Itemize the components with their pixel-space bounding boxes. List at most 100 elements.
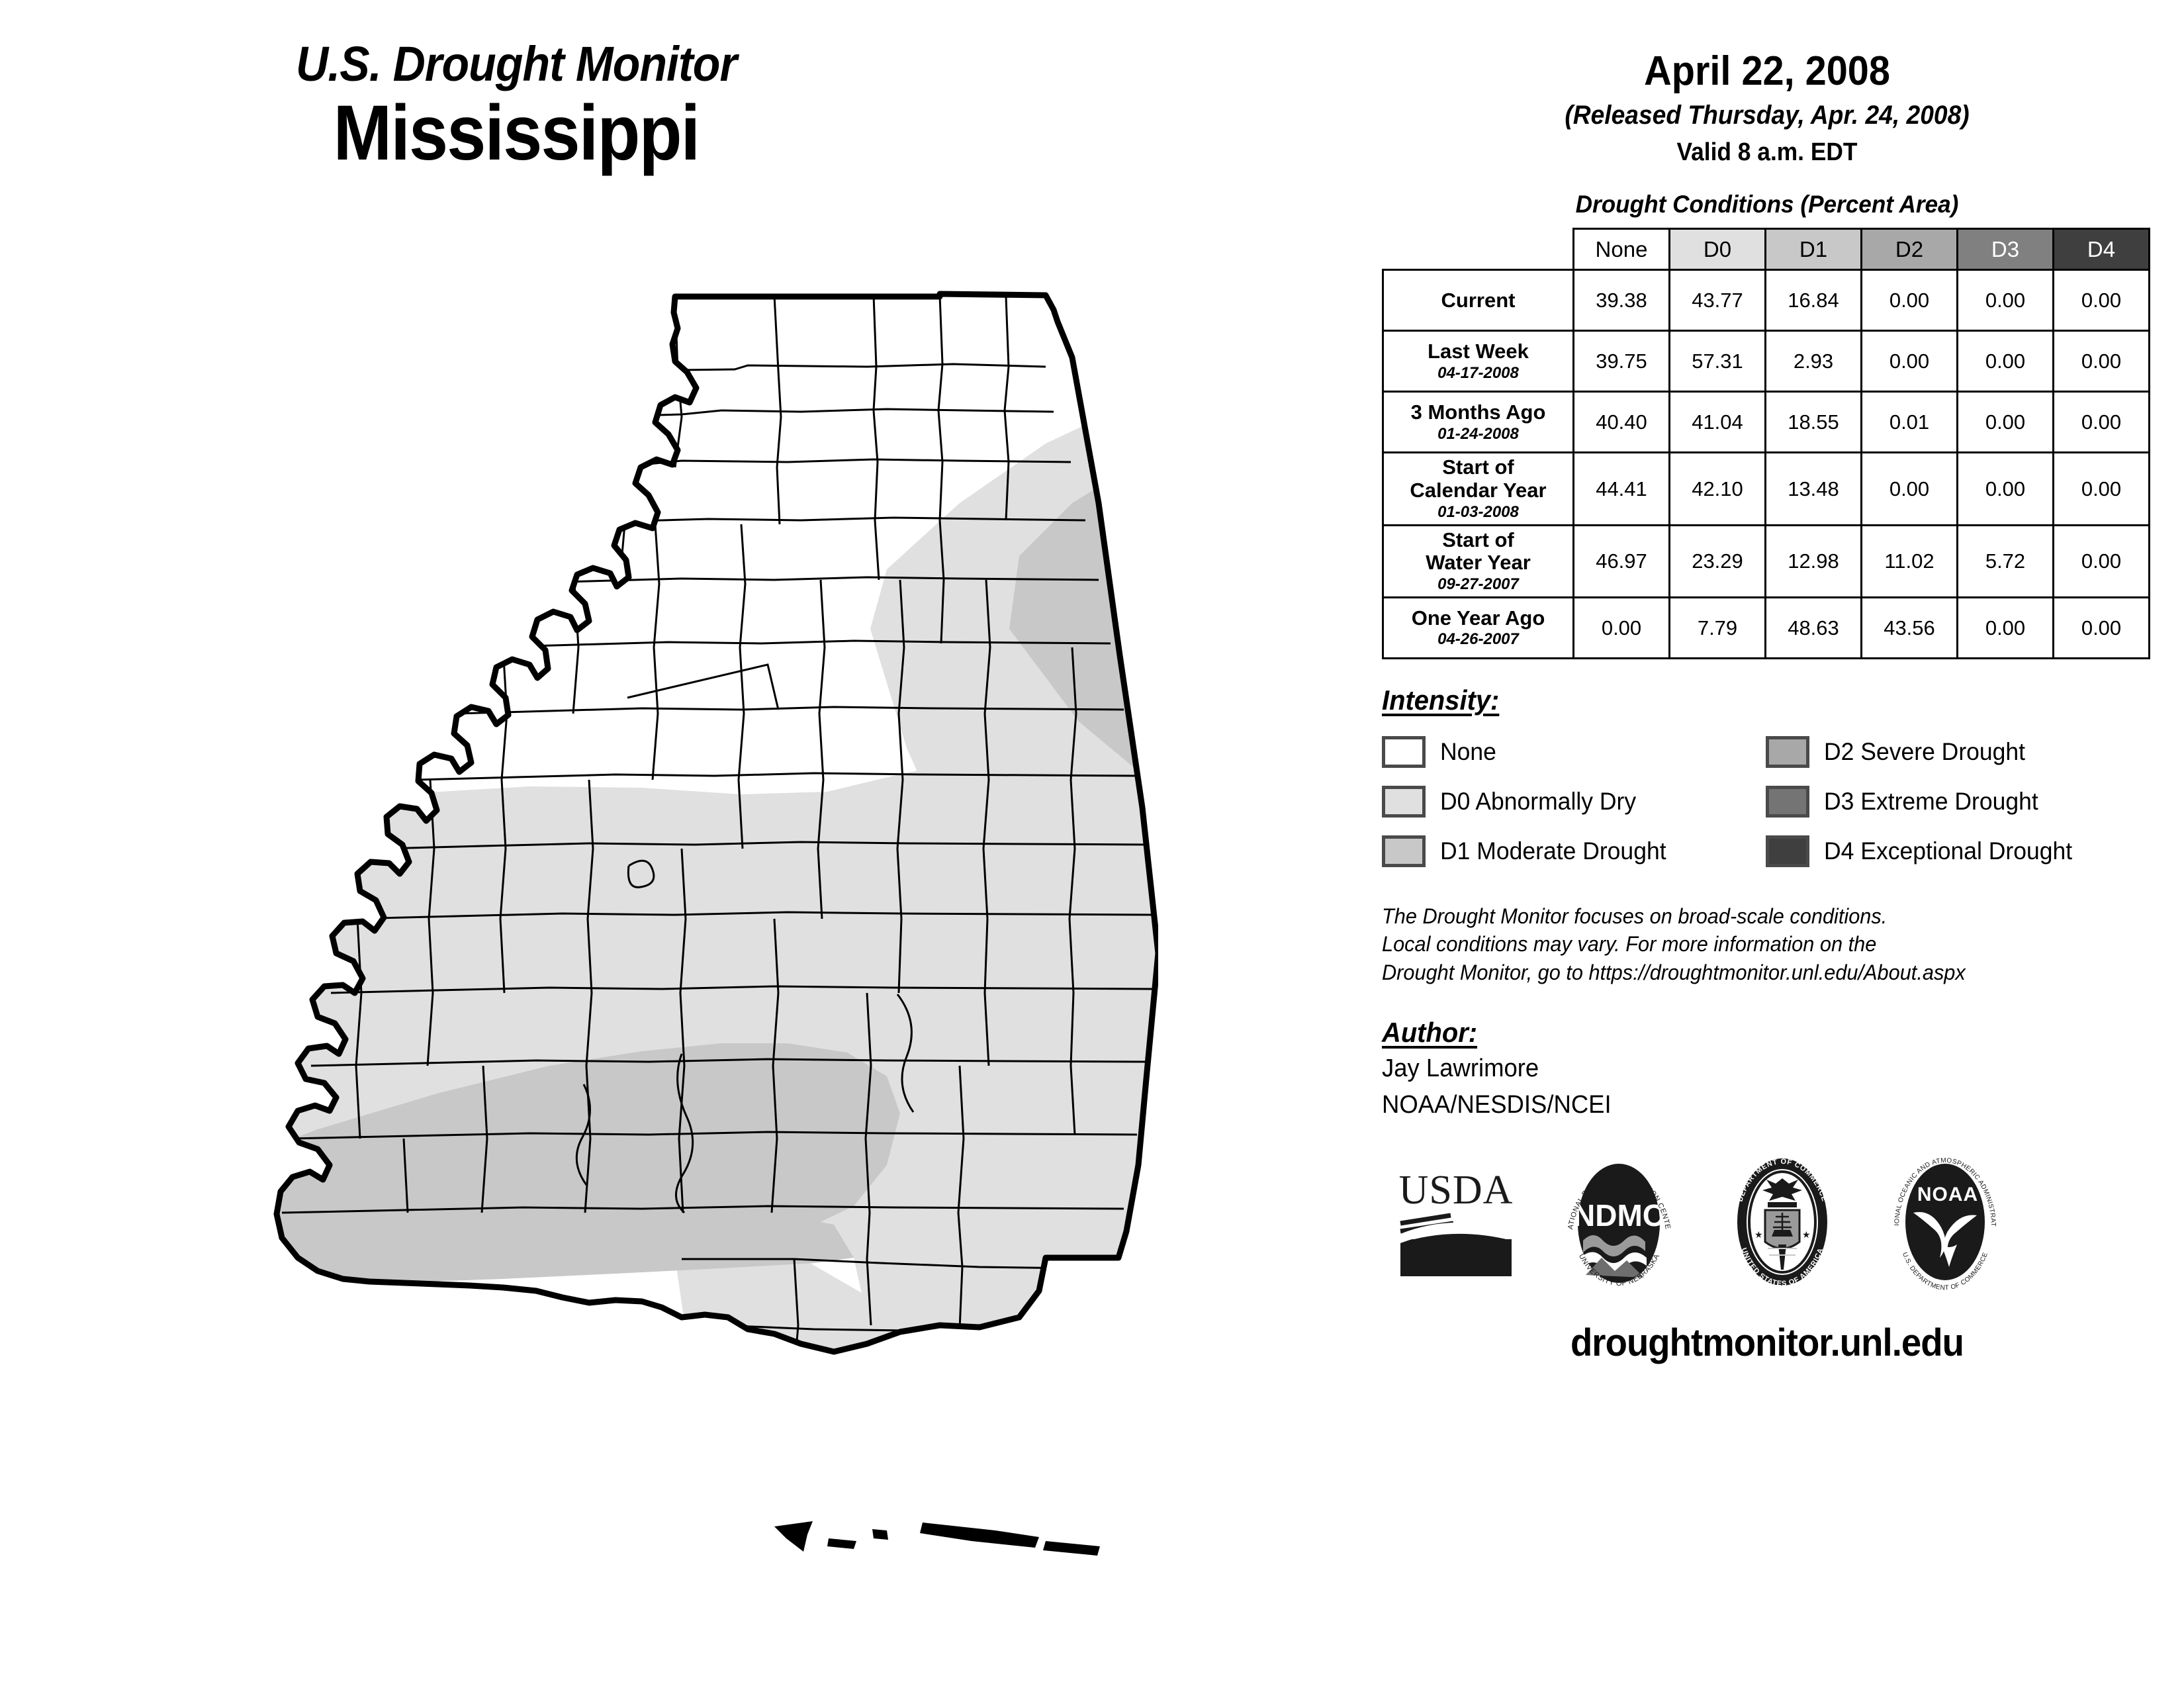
row-label-date: 09-27-2007 <box>1437 575 1519 594</box>
table-cell-d3: 0.00 <box>1956 451 2054 526</box>
row-label-date: 01-24-2008 <box>1437 424 1519 443</box>
table-cell-d2: 43.56 <box>1860 596 1958 660</box>
svg-text:NDMC: NDMC <box>1573 1198 1664 1233</box>
site-url[interactable]: droughtmonitor.unl.edu <box>1570 1321 1964 1364</box>
table-cell-d1: 48.63 <box>1764 596 1862 660</box>
row-label-cell: Current <box>1382 269 1574 332</box>
table-row: Last Week 04-17-2008 39.75 57.31 2.93 0.00 0.0… <box>1382 330 2150 393</box>
svg-text:★: ★ <box>1754 1229 1763 1240</box>
ndmc-logo: NDMC NATIONAL DROUGHT MITIGATION CENTER … <box>1549 1146 1687 1297</box>
title-block: U.S. Drought Monitor Mississippi <box>0 40 1032 175</box>
left-panel: U.S. Drought Monitor Mississippi <box>0 40 1158 1582</box>
drought-region-d1-southwest-block <box>277 1205 854 1283</box>
svg-text:NOAA: NOAA <box>1917 1184 1978 1205</box>
report-date: April 22, 2008 <box>1644 48 1890 94</box>
row-label-cell: One Year Ago 04-26-2007 <box>1382 596 1574 660</box>
column-header-d4: D4 <box>2052 228 2150 271</box>
table-cell-d3: 0.00 <box>1956 269 2054 332</box>
table-cell-d2: 0.00 <box>1860 451 1958 526</box>
row-label-date: 04-17-2008 <box>1437 363 1519 382</box>
table-cell-d0: 42.10 <box>1668 451 1766 526</box>
legend-label-d3: D3 Extreme Drought <box>1824 787 2038 815</box>
table-cell-none: 39.75 <box>1572 330 1670 393</box>
column-header-none: None <box>1572 228 1670 271</box>
row-label: Calendar Year <box>1410 479 1547 502</box>
date-block: April 22, 2008 (Released Thursday, Apr. … <box>1350 0 2184 167</box>
legend-swatch-d2 <box>1766 735 1809 768</box>
table-cell-d1: 13.48 <box>1764 451 1862 526</box>
table-cell-d0: 7.79 <box>1668 596 1766 660</box>
table-cell-d0: 43.77 <box>1668 269 1766 332</box>
table-cell-none: 0.00 <box>1572 596 1670 660</box>
table-cell-d4: 0.00 <box>2052 596 2150 660</box>
table-caption: Drought Conditions (Percent Area) <box>1575 191 1959 218</box>
noaa-logo: NOAA NATIONAL OCEANIC AND ATMOSPHERIC AD… <box>1875 1147 2013 1297</box>
intensity-legend: Intensity: None D2 Severe Drought D0 Abnor… <box>1382 684 2156 876</box>
table-cell-d1: 16.84 <box>1764 269 1862 332</box>
svg-text:★: ★ <box>1802 1229 1811 1240</box>
disclaimer-text: The Drought Monitor focuses on broad-sca… <box>1382 902 2138 986</box>
legend-item-d4: D4 Exceptional Drought <box>1766 835 2150 867</box>
legend-swatch-d3 <box>1766 785 1809 818</box>
legend-label-none: None <box>1440 737 1496 765</box>
table-cell-d1: 12.98 <box>1764 524 1862 599</box>
table-cell-none: 46.97 <box>1572 524 1670 599</box>
table-cell-d0: 57.31 <box>1668 330 1766 393</box>
doc-logo: ★ ★ DEPARTMENT OF COMMERCE UNITED STATES… <box>1716 1152 1848 1297</box>
table-cell-d2: 0.00 <box>1860 269 1958 332</box>
table-cell-d2: 0.01 <box>1860 391 1958 454</box>
row-label: Current <box>1441 288 1516 312</box>
row-label: Start of <box>1442 455 1514 479</box>
table-cell-none: 40.40 <box>1572 391 1670 454</box>
table-row: One Year Ago 04-26-2007 0.00 7.79 48.63 43.56… <box>1382 596 2150 660</box>
valid-time: Valid 8 a.m. EDT <box>1676 138 1858 166</box>
page-title-state: Mississippi <box>333 89 700 177</box>
usda-logo: USDA <box>1390 1160 1522 1289</box>
table-cell-d1: 18.55 <box>1764 391 1862 454</box>
table-cell-d2: 11.02 <box>1860 524 1958 599</box>
table-cell-d0: 23.29 <box>1668 524 1766 599</box>
author-label: Author: <box>1382 1016 1478 1048</box>
column-header-d3: D3 <box>1956 228 2054 271</box>
table-cell-d2: 0.00 <box>1860 330 1958 393</box>
drought-region-d0-coastal-lobe <box>675 1258 920 1352</box>
author-affiliation: NOAA/NESDIS/NCEI <box>1382 1091 1612 1119</box>
legend-swatch-d0 <box>1382 785 1426 818</box>
table-cell-none: 39.38 <box>1572 269 1670 332</box>
row-label-date: 04-26-2007 <box>1437 630 1519 649</box>
row-label: Water Year <box>1426 551 1531 575</box>
legend-label-d0: D0 Abnormally Dry <box>1440 787 1637 815</box>
table-cell-d1: 2.93 <box>1764 330 1862 393</box>
mississippi-drought-map[interactable] <box>218 285 1158 1582</box>
release-date: (Released Thursday, Apr. 24, 2008) <box>1565 100 1970 130</box>
table-cell-d4: 0.00 <box>2052 269 2150 332</box>
row-label: Start of <box>1442 528 1514 551</box>
table-cell-d4: 0.00 <box>2052 330 2150 393</box>
row-label-cell: Start of Calendar Year 01-03-2008 <box>1382 451 1574 526</box>
table-cell-none: 44.41 <box>1572 451 1670 526</box>
county-boundaries <box>281 295 1158 1352</box>
table-cell-d3: 5.72 <box>1956 524 2054 599</box>
disclaimer-line-3: Drought Monitor, go to https://droughtmo… <box>1382 960 1966 984</box>
column-header-d2: D2 <box>1860 228 1958 271</box>
right-panel: April 22, 2008 (Released Thursday, Apr. … <box>1350 0 2184 1688</box>
disclaimer-line-1: The Drought Monitor focuses on broad-sca… <box>1382 904 1888 929</box>
row-label: One Year Ago <box>1411 606 1545 630</box>
legend-swatch-d4 <box>1766 835 1809 867</box>
legend-item-d1: D1 Moderate Drought <box>1382 835 1766 867</box>
table-row: Start of Calendar Year 01-03-2008 44.41 42.1… <box>1382 451 2150 526</box>
legend-item-none: None <box>1382 735 1766 768</box>
logo-row: USDA NDMC NATIONAL DROUGHT MITI <box>1390 1146 2151 1301</box>
author-block: Author: Jay Lawrimore NOAA/NESDIS/NCEI <box>1382 1017 2184 1122</box>
column-header-d0: D0 <box>1668 228 1766 271</box>
table-cell-d4: 0.00 <box>2052 524 2150 599</box>
legend-label-d1: D1 Moderate Drought <box>1440 837 1666 865</box>
table-cell-d0: 41.04 <box>1668 391 1766 454</box>
legend-swatch-d1 <box>1382 835 1426 867</box>
drought-conditions-table: None D0 D1 D2 D3 D4 Current 39.38 43.77 16.… <box>1382 228 2150 660</box>
table-row: Start of Water Year 09-27-2007 46.97 23.29 12… <box>1382 524 2150 599</box>
row-label-cell: Last Week 04-17-2008 <box>1382 330 1574 393</box>
page-title-monitor: U.S. Drought Monitor <box>295 36 737 91</box>
legend-item-d0: D0 Abnormally Dry <box>1382 785 1766 818</box>
table-row: Current 39.38 43.77 16.84 0.00 0.00 0.00 <box>1382 269 2150 332</box>
